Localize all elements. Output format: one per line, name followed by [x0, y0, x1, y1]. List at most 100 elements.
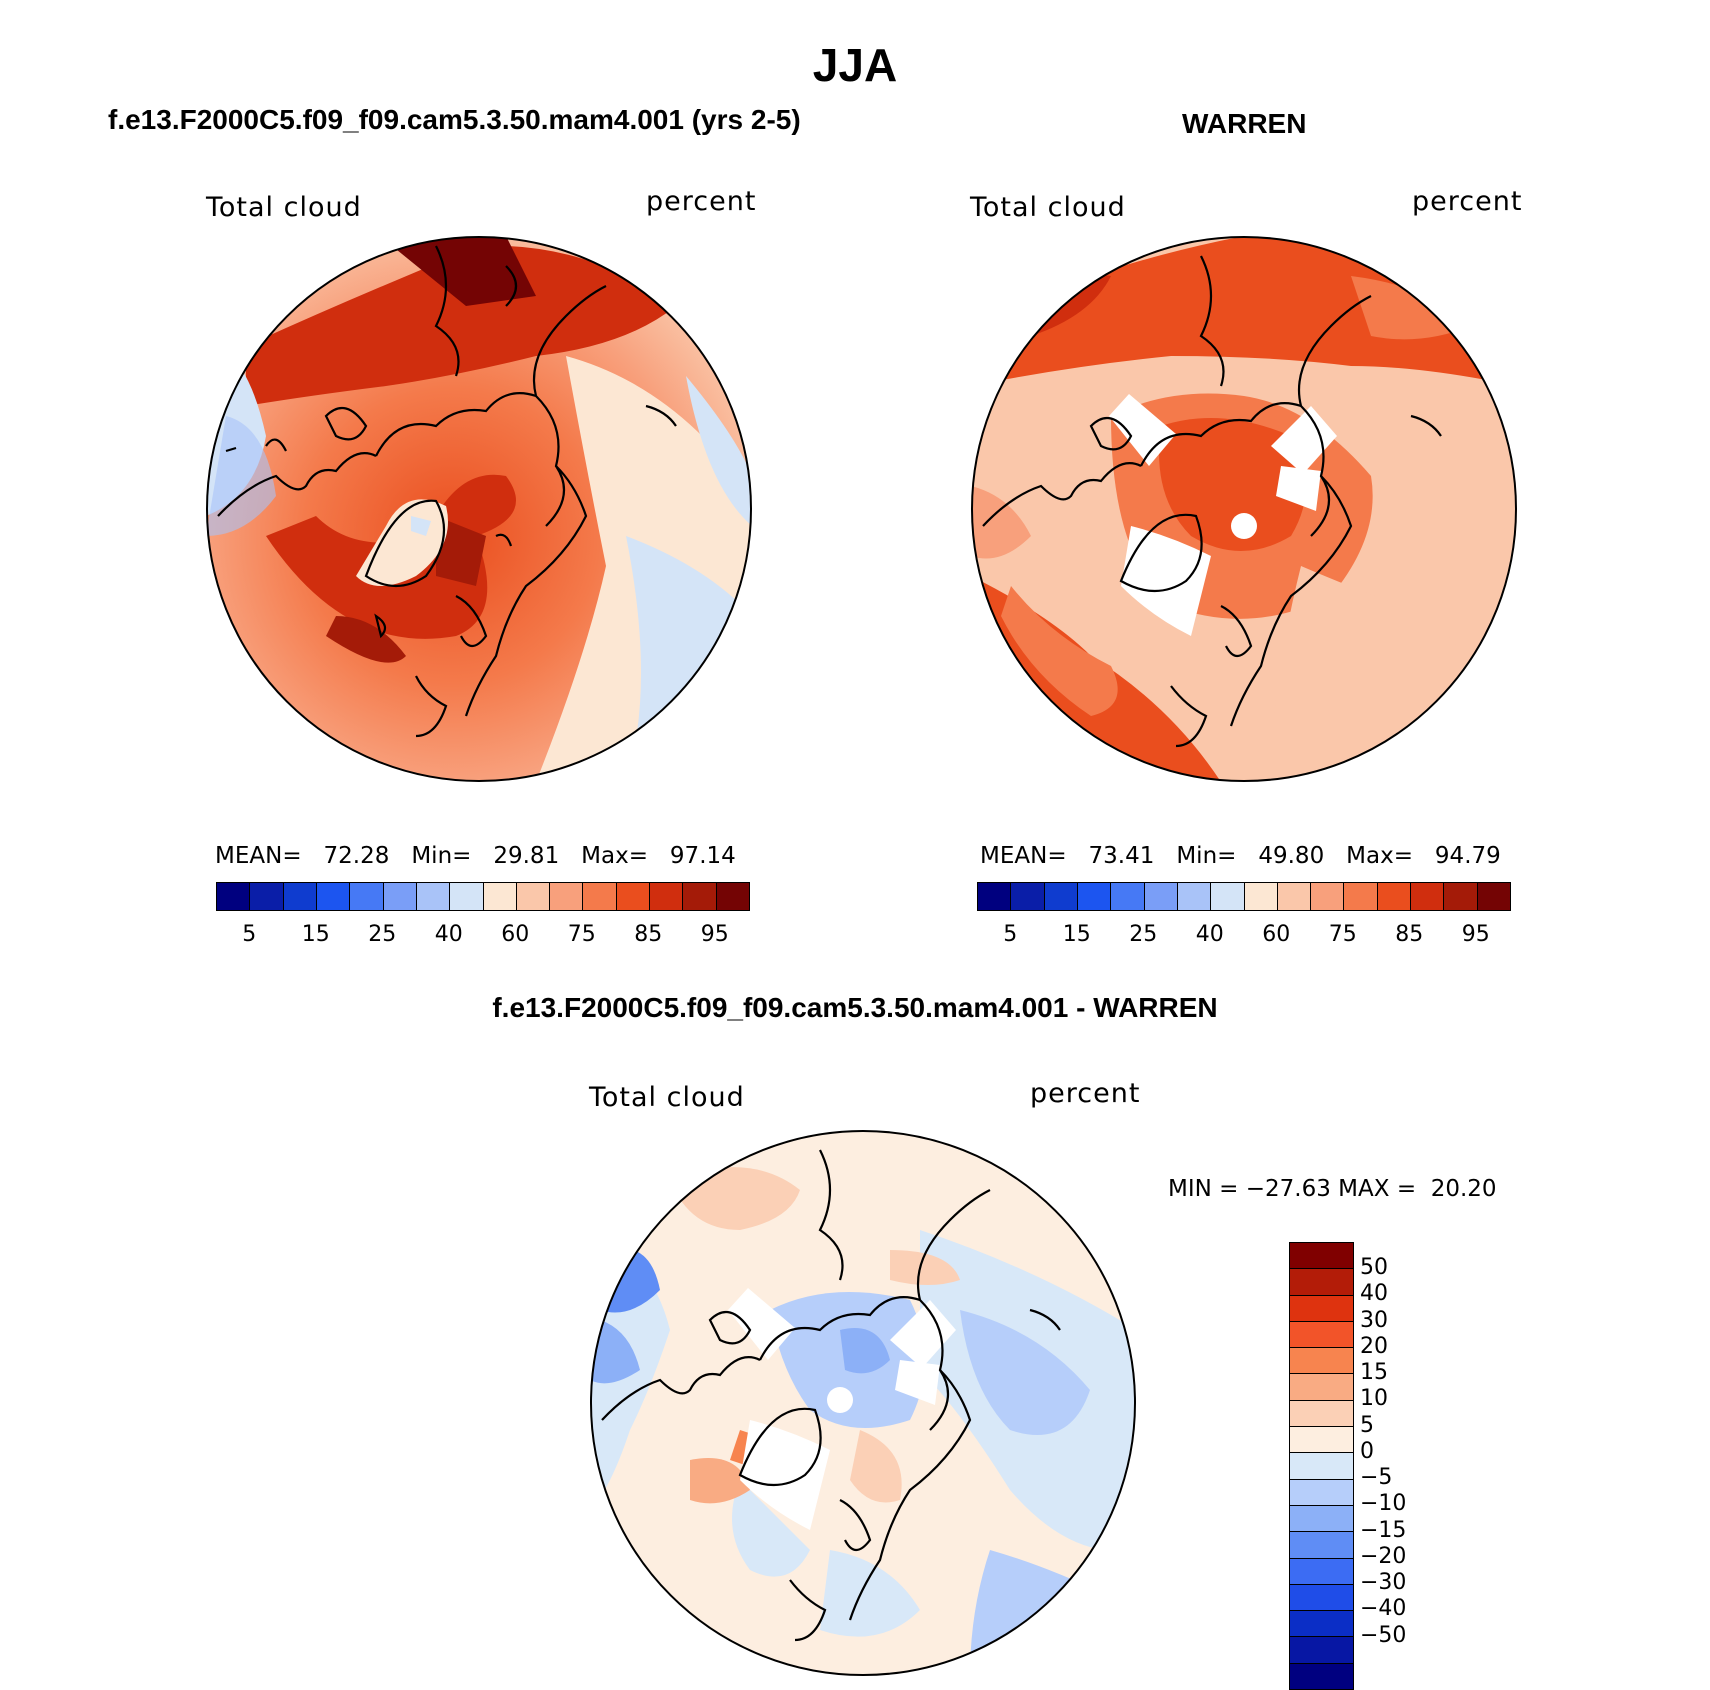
colorbar-swatch: [1290, 1558, 1353, 1585]
colorbar-swatch: [1290, 1400, 1353, 1428]
colorbar-swatch: [1290, 1505, 1353, 1533]
colorbar-tick-label: 50: [1360, 1255, 1388, 1281]
colorbar-swatch: [483, 883, 517, 910]
colorbar-tick-label: 30: [1360, 1307, 1388, 1333]
diff-units-label: percent: [1030, 1078, 1141, 1109]
colorbar-swatch: [583, 883, 617, 910]
colorbar-swatch: [217, 883, 251, 910]
colorbar-tick-label: 40: [1195, 922, 1224, 947]
colorbar-tick-label: 25: [368, 922, 397, 947]
colorbar-swatch: [1444, 883, 1478, 910]
colorbar-swatch: [1290, 1295, 1353, 1322]
colorbar-swatch: [978, 883, 1012, 910]
obs-max-label: Max=: [1346, 843, 1413, 869]
model-units-label: percent: [646, 186, 757, 217]
diff-max-value: 20.20: [1430, 1176, 1497, 1202]
colorbar-tick-label: −5: [1360, 1465, 1393, 1491]
colorbar-swatch: [383, 883, 417, 910]
colorbar-swatch: [283, 883, 317, 910]
colorbar-swatch: [1411, 883, 1445, 910]
colorbar-swatch: [1311, 883, 1345, 910]
colorbar-tick-label: 0: [1360, 1438, 1374, 1464]
diff-case-title: f.e13.F2000C5.f09_f09.cam5.3.50.mam4.001…: [492, 992, 1218, 1023]
colorbar-swatch: [1290, 1532, 1353, 1559]
colorbar-swatch: [1290, 1374, 1353, 1401]
colorbar-swatch: [1290, 1637, 1353, 1664]
diff-max-label: MAX =: [1338, 1176, 1417, 1202]
colorbar-tick-label: −10: [1360, 1491, 1407, 1517]
colorbar-swatch: [1011, 883, 1045, 910]
obs-stats: MEAN= 73.41 Min= 49.80 Max= 94.79: [980, 843, 1501, 869]
colorbar-swatch: [1477, 883, 1510, 910]
model-min-label: Min=: [411, 843, 472, 869]
model-max-value: 97.14: [669, 843, 736, 869]
colorbar-swatch: [1290, 1479, 1353, 1506]
colorbar-swatch: [316, 883, 351, 910]
obs-case-title: WARREN: [1182, 108, 1307, 139]
colorbar-swatch: [1277, 883, 1312, 910]
obs-min-label: Min=: [1176, 843, 1237, 869]
diff-stats: MIN = −27.63 MAX = 20.20: [1168, 1176, 1497, 1202]
obs-max-value: 94.79: [1434, 843, 1501, 869]
colorbar-tick-label: 75: [567, 922, 596, 947]
obs-mean-value: 73.41: [1088, 843, 1155, 869]
colorbar-swatch: [516, 883, 551, 910]
model-max-label: Max=: [581, 843, 648, 869]
colorbar-tick-label: 5: [1003, 922, 1018, 947]
colorbar-swatch: [716, 883, 749, 910]
colorbar-swatch: [1290, 1269, 1353, 1296]
obs-mean-label: MEAN=: [980, 843, 1067, 869]
colorbar-swatch: [1377, 883, 1412, 910]
model-colorbar: [216, 882, 750, 911]
colorbar-swatch: [650, 883, 684, 910]
colorbar-tick-label: 15: [1062, 922, 1091, 947]
colorbar-swatch: [1077, 883, 1112, 910]
colorbar-swatch: [616, 883, 651, 910]
colorbar-tick-label: 95: [1461, 922, 1490, 947]
colorbar-tick-label: −50: [1360, 1622, 1407, 1648]
colorbar-tick-label: 85: [634, 922, 663, 947]
colorbar-tick-label: 40: [1360, 1281, 1388, 1307]
diff-colorbar: [1289, 1242, 1354, 1690]
colorbar-swatch: [350, 883, 384, 910]
figure-title: JJA: [812, 39, 898, 91]
obs-variable-label: Total cloud: [970, 192, 1126, 223]
diff-min-label: MIN =: [1168, 1176, 1239, 1202]
colorbar-swatch: [1044, 883, 1078, 910]
colorbar-tick-label: 5: [1360, 1412, 1374, 1438]
colorbar-swatch: [1290, 1243, 1353, 1270]
colorbar-tick-label: 75: [1328, 922, 1357, 947]
colorbar-swatch: [416, 883, 451, 910]
colorbar-tick-label: 60: [501, 922, 530, 947]
model-stats: MEAN= 72.28 Min= 29.81 Max= 97.14: [215, 843, 736, 869]
obs-polar-map: [971, 236, 1517, 782]
colorbar-swatch: [450, 883, 484, 910]
colorbar-swatch: [1111, 883, 1145, 910]
colorbar-swatch: [550, 883, 584, 910]
colorbar-tick-label: −20: [1360, 1543, 1407, 1569]
colorbar-tick-label: 40: [434, 922, 463, 947]
colorbar-swatch: [1290, 1584, 1353, 1612]
colorbar-swatch: [1290, 1453, 1353, 1480]
colorbar-tick-label: 25: [1129, 922, 1158, 947]
colorbar-tick-label: −15: [1360, 1517, 1407, 1543]
model-case-title: f.e13.F2000C5.f09_f09.cam5.3.50.mam4.001…: [108, 104, 801, 135]
model-min-value: 29.81: [493, 843, 560, 869]
obs-min-value: 49.80: [1258, 843, 1325, 869]
colorbar-swatch: [1344, 883, 1378, 910]
colorbar-tick-label: −30: [1360, 1570, 1407, 1596]
colorbar-swatch: [1244, 883, 1278, 910]
colorbar-swatch: [1177, 883, 1212, 910]
diff-polar-map: [590, 1130, 1136, 1676]
colorbar-tick-label: 5: [242, 922, 257, 947]
colorbar-swatch: [1144, 883, 1178, 910]
colorbar-tick-label: 15: [301, 922, 330, 947]
obs-units-label: percent: [1412, 186, 1523, 217]
colorbar-tick-label: 15: [1360, 1360, 1388, 1386]
obs-colorbar: [977, 882, 1511, 911]
diff-variable-label: Total cloud: [589, 1082, 745, 1113]
colorbar-swatch: [250, 883, 284, 910]
model-polar-map: [206, 236, 752, 782]
colorbar-swatch: [1290, 1348, 1353, 1375]
model-mean-value: 72.28: [323, 843, 390, 869]
